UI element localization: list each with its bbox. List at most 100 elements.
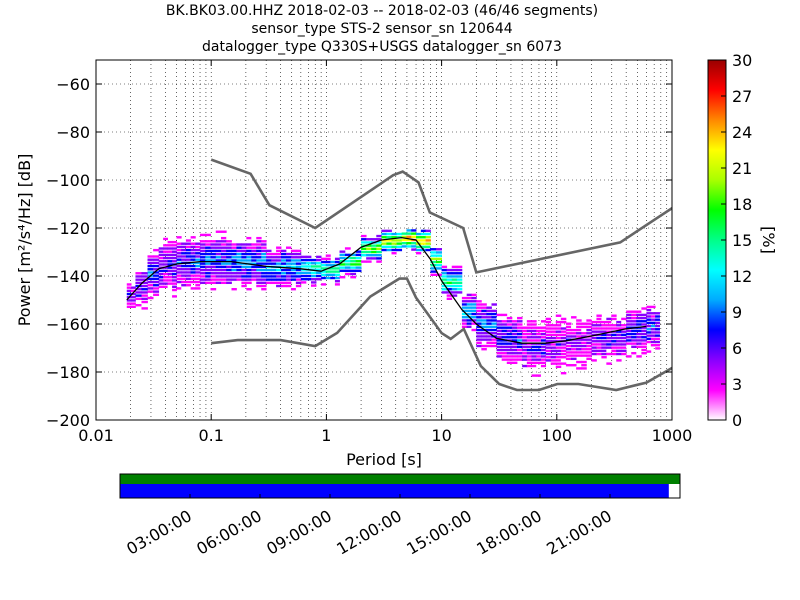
density-cell [251, 246, 257, 249]
density-cell [163, 260, 168, 263]
colorbar-tick-label: 0 [732, 411, 742, 430]
density-cell [420, 239, 427, 242]
density-cell [601, 330, 607, 333]
density-cell [290, 252, 297, 256]
density-cell [565, 341, 572, 345]
density-cell [446, 275, 453, 278]
density-cell [591, 346, 597, 349]
density-cell [586, 351, 592, 354]
density-cell [586, 344, 592, 348]
density-cell [221, 256, 227, 259]
density-cell [355, 269, 362, 273]
density-cell [141, 288, 148, 291]
density-cell [501, 345, 508, 349]
density-cell [491, 341, 497, 345]
density-cell [571, 348, 577, 351]
density-cell [210, 243, 217, 246]
density-cell [231, 259, 237, 262]
density-cell [200, 272, 206, 275]
density-cell [246, 288, 252, 291]
density-cell [266, 252, 272, 256]
density-cell [451, 265, 458, 269]
density-cell [276, 249, 282, 253]
density-cell [626, 323, 632, 326]
density-cell [491, 338, 497, 341]
density-cell [344, 263, 351, 266]
density-cell [355, 253, 362, 257]
density-cell [531, 329, 537, 333]
density-cell [641, 329, 647, 333]
availability-tick-label: 09:00:00 [263, 506, 335, 558]
density-cell [641, 336, 647, 339]
density-cell [496, 339, 503, 342]
density-cell [555, 333, 562, 337]
density-cell [181, 280, 187, 284]
density-cell [560, 327, 567, 330]
density-cell [163, 285, 168, 289]
density-cell [506, 336, 513, 339]
density-cell [285, 256, 292, 259]
density-cell [236, 262, 242, 265]
density-cell [641, 342, 647, 345]
x-tick-label: 1000 [652, 426, 693, 445]
density-cell [231, 272, 237, 275]
density-cell [200, 252, 206, 256]
density-cell [376, 260, 382, 263]
density-cell [276, 281, 282, 285]
density-cell [591, 349, 597, 353]
density-cell [550, 336, 557, 340]
density-cell [581, 328, 587, 332]
density-cell [461, 325, 468, 329]
density-cell [476, 319, 482, 322]
density-cell [241, 249, 247, 253]
density-cell [181, 284, 187, 287]
density-cell [300, 265, 307, 268]
density-cell [631, 352, 637, 355]
density-cell [517, 352, 523, 355]
density-cell [200, 233, 206, 237]
density-cell [621, 336, 627, 340]
colorbar-tick-label: 12 [732, 267, 752, 286]
density-cell [226, 284, 232, 288]
density-cell [631, 345, 637, 349]
density-cell [366, 247, 372, 251]
density-cell [581, 360, 587, 364]
density-cell [153, 293, 160, 297]
density-cell [185, 280, 192, 284]
density-cell [190, 242, 196, 245]
density-cell [517, 355, 523, 358]
density-cell [517, 348, 523, 352]
density-cell [461, 309, 468, 313]
density-cell [172, 266, 177, 269]
density-cell [476, 322, 482, 325]
density-cell [496, 332, 503, 336]
density-cell [496, 313, 503, 317]
density-cell [176, 271, 182, 274]
density-cell [481, 335, 487, 338]
density-cell [290, 249, 297, 253]
density-cell [176, 261, 182, 265]
density-cell [540, 361, 547, 365]
density-cell [641, 307, 647, 310]
density-cell [231, 288, 237, 291]
density-cell [190, 248, 196, 252]
density-cell [461, 306, 468, 309]
density-cell [266, 278, 272, 281]
density-cell [350, 269, 357, 273]
density-cell [153, 287, 160, 290]
density-cell [621, 362, 627, 365]
density-cell [261, 256, 267, 259]
density-cell [486, 316, 492, 319]
density-cell [172, 260, 177, 263]
density-cell [531, 374, 537, 377]
density-cell [226, 278, 232, 281]
density-cell [501, 352, 508, 355]
density-cell [185, 248, 192, 252]
density-cell [420, 229, 427, 233]
density-cell [386, 248, 392, 252]
density-cell [290, 288, 297, 291]
density-cell [461, 322, 468, 325]
x-tick-label: 0.01 [78, 426, 114, 445]
density-cell [451, 268, 458, 272]
density-cell [153, 261, 160, 265]
